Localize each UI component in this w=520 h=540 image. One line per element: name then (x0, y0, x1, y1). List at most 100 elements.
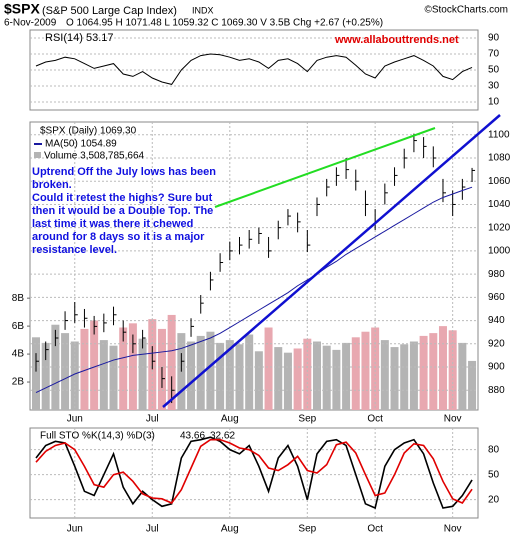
legend-d: 32.62 (210, 431, 235, 442)
volume-bar (235, 344, 244, 410)
volume-bar (371, 327, 380, 410)
volume-bar (380, 340, 389, 410)
volume-bar (293, 348, 302, 410)
legend-ma: MA(50) 1054.89 (45, 139, 117, 150)
annotation: resistance level. (32, 244, 117, 256)
volume-bar (283, 352, 292, 410)
y-tick-label: 1000 (488, 246, 511, 257)
index-name: (S&P 500 Large Cap Index) (42, 5, 177, 17)
volume-bar (99, 340, 108, 410)
annotation: then it would be a Double Top. The (32, 205, 213, 217)
volume-bar (332, 349, 341, 410)
volume-tick-label: 4B (12, 349, 25, 360)
volume-bar (41, 342, 50, 410)
y-tick-label: 1080 (488, 153, 511, 164)
volume-bar (109, 345, 118, 410)
y-tick-label: 920 (488, 338, 505, 349)
volume-bar (313, 341, 322, 410)
volume-bar (61, 333, 70, 410)
rsi-line (35, 53, 473, 85)
y-tick-label: 900 (488, 362, 505, 373)
y-tick-label: 10 (488, 97, 500, 108)
y-tick-label: 1100 (488, 129, 510, 140)
volume-bar (206, 331, 215, 410)
trend-line-blue (162, 114, 501, 408)
volume-bar (245, 334, 254, 410)
x-tick-label: Nov (444, 524, 462, 535)
panel-title: RSI(14) 53.17 (45, 32, 113, 44)
annotation: www.allabouttrends.net (334, 34, 459, 46)
date: 6-Nov-2009 (4, 18, 57, 29)
annotation: around for 8 days so it is a major (32, 231, 205, 243)
annotation: Uptrend Off the July lows has been (32, 166, 216, 178)
x-tick-label: Nov (444, 414, 462, 425)
price-frame (29, 121, 479, 411)
y-tick-label: 50 (488, 469, 500, 480)
volume-bar (254, 351, 263, 410)
ma-line (35, 186, 473, 394)
exchange: INDX (192, 5, 214, 15)
volume-bar (390, 347, 399, 410)
volume-bar (419, 335, 428, 410)
y-tick-label: 90 (488, 33, 500, 44)
credit: ©StockCharts.com (424, 5, 508, 16)
volume-bar (361, 331, 370, 410)
sto-line (35, 436, 473, 510)
volume-bar (264, 327, 273, 410)
volume-bar (342, 342, 351, 410)
y-tick-label: 960 (488, 292, 505, 303)
volume-bar (90, 320, 99, 410)
sto-line (35, 438, 473, 504)
x-tick-label: Sep (298, 414, 316, 425)
volume-tick-label: 2B (12, 377, 25, 388)
volume-bar (322, 345, 331, 410)
annotation: Could it retest the highs? Sure but (32, 192, 213, 204)
y-tick-label: 30 (488, 81, 500, 92)
volume-tick-label: 8B (12, 293, 25, 304)
x-tick-label: Jun (67, 414, 83, 425)
volume-tick-label: 6B (12, 321, 25, 332)
legend-swatch (34, 152, 41, 158)
quote: O 1064.95 H 1071.48 L 1059.32 C 1069.30 … (66, 18, 383, 29)
volume-bar (167, 314, 176, 410)
volume-bar (128, 323, 137, 410)
legend-k: 43.66 (180, 431, 205, 442)
panel-title: Full STO %K(14,3) %D(3) (40, 431, 155, 442)
y-tick-label: 70 (488, 49, 500, 60)
volume-bar (400, 344, 409, 410)
x-tick-label: Jul (146, 414, 159, 425)
x-tick-label: Oct (367, 524, 383, 535)
volume-bar (458, 342, 467, 410)
x-tick-label: Sep (298, 524, 316, 535)
volume-bar (216, 342, 225, 410)
volume-bar (138, 338, 147, 410)
y-tick-label: 80 (488, 444, 500, 455)
annotation: broken. (32, 179, 72, 191)
y-tick-label: 50 (488, 65, 500, 76)
symbol: $SPX (4, 1, 40, 17)
volume-bar (274, 347, 283, 410)
y-tick-label: 1060 (488, 176, 511, 187)
sto-frame (29, 427, 479, 519)
volume-bar (438, 326, 447, 410)
x-tick-label: Aug (221, 414, 239, 425)
volume-bar (80, 328, 89, 410)
volume-bar (119, 327, 128, 410)
trend-line-green (214, 127, 436, 208)
y-tick-label: 980 (488, 269, 505, 280)
legend-volume: Volume 3,508,785,664 (44, 151, 145, 162)
y-tick-label: 940 (488, 315, 505, 326)
volume-bar (409, 341, 418, 410)
x-tick-label: Jun (67, 524, 83, 535)
y-tick-label: 1040 (488, 199, 511, 210)
legend-price: $SPX (Daily) 1069.30 (40, 126, 137, 137)
volume-bar (429, 333, 438, 410)
x-tick-label: Aug (221, 524, 239, 535)
volume-bar (351, 337, 360, 410)
y-tick-label: 20 (488, 494, 500, 505)
volume-bar (468, 360, 477, 410)
volume-bar (32, 337, 40, 410)
x-tick-label: Oct (367, 414, 383, 425)
y-tick-label: 880 (488, 385, 505, 396)
